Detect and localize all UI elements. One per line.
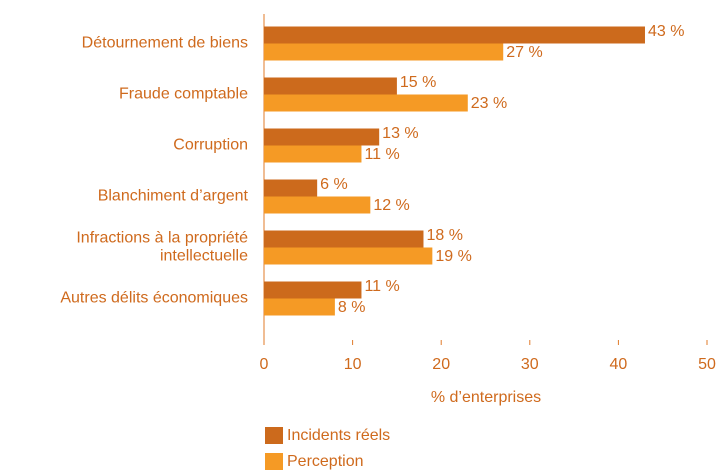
bar <box>264 179 318 197</box>
y-tick-label: Autres délits économiques <box>60 290 248 307</box>
x-tick-label: 20 <box>432 356 450 373</box>
value-label: 23 % <box>471 95 507 112</box>
bar <box>264 43 504 61</box>
bar <box>264 94 468 112</box>
y-tick-label: Fraude comptable <box>119 86 248 103</box>
bar <box>264 196 371 214</box>
value-label: 27 % <box>506 44 542 61</box>
value-label: 12 % <box>373 197 409 214</box>
value-label: 15 % <box>400 74 436 91</box>
value-label: 6 % <box>320 176 348 193</box>
value-label: 11 % <box>364 278 399 295</box>
value-label: 19 % <box>435 248 471 265</box>
legend-swatch <box>265 427 283 444</box>
bar <box>264 247 433 265</box>
bar <box>264 281 362 299</box>
legend-label: Incidents réels <box>287 427 390 444</box>
bar <box>264 230 424 248</box>
bar <box>264 77 397 95</box>
bar <box>264 298 335 316</box>
x-tick-label: 30 <box>521 356 539 373</box>
x-tick-label: 50 <box>698 356 716 373</box>
value-label: 8 % <box>338 299 366 316</box>
bar <box>264 145 362 163</box>
value-label: 13 % <box>382 125 418 142</box>
x-tick-label: 0 <box>260 356 269 373</box>
value-label: 43 % <box>648 23 684 40</box>
y-tick-label: Infractions à la propriété intellectuelle <box>76 230 248 265</box>
bar <box>264 26 645 44</box>
bar <box>264 128 380 146</box>
y-tick-label: Corruption <box>173 137 248 154</box>
value-label: 18 % <box>426 227 462 244</box>
x-axis-label: % d’enterprises <box>431 389 541 406</box>
x-tick-label: 10 <box>344 356 362 373</box>
legend-label: Perception <box>287 453 364 470</box>
x-tick-label: 40 <box>610 356 628 373</box>
value-label: 11 % <box>364 146 399 163</box>
legend-swatch <box>265 453 283 470</box>
y-tick-label: Blanchiment d’argent <box>98 188 249 205</box>
y-tick-label: Détournement de biens <box>82 35 248 52</box>
